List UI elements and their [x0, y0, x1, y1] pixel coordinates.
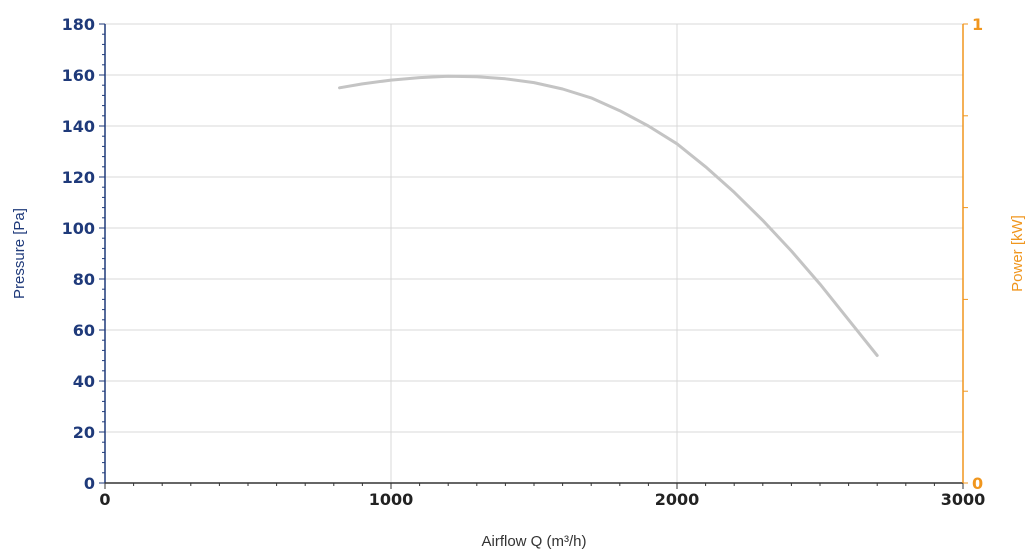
pressure-curve — [338, 74, 879, 357]
axes-layer — [99, 23, 968, 489]
x-axis-title: Airflow Q (m³/h) — [482, 533, 587, 550]
y2-tick-label: 0 — [972, 474, 983, 493]
y2-tick-label: 1 — [972, 15, 983, 34]
y-tick-label: 160 — [62, 66, 95, 85]
y-tick-label: 100 — [62, 219, 95, 238]
y-tick-label: 0 — [84, 474, 95, 493]
y-tick-label: 140 — [62, 117, 95, 136]
x-tick-label: 3000 — [941, 490, 986, 509]
x-tick-label: 2000 — [655, 490, 700, 509]
y-tick-label: 180 — [62, 15, 95, 34]
y-tick-label: 80 — [73, 270, 95, 289]
y-axis-title: Pressure [Pa] — [11, 208, 28, 299]
y-tick-label: 120 — [62, 168, 95, 187]
x-tick-label: 1000 — [369, 490, 414, 509]
x-tick-label: 0 — [99, 490, 110, 509]
grid-lines — [105, 23, 963, 483]
curve-layer — [338, 74, 879, 357]
y-tick-label: 60 — [73, 321, 95, 340]
y2-axis-title: Power [kW] — [1009, 215, 1026, 292]
y-tick-label: 20 — [73, 423, 95, 442]
y-tick-label: 40 — [73, 372, 95, 391]
